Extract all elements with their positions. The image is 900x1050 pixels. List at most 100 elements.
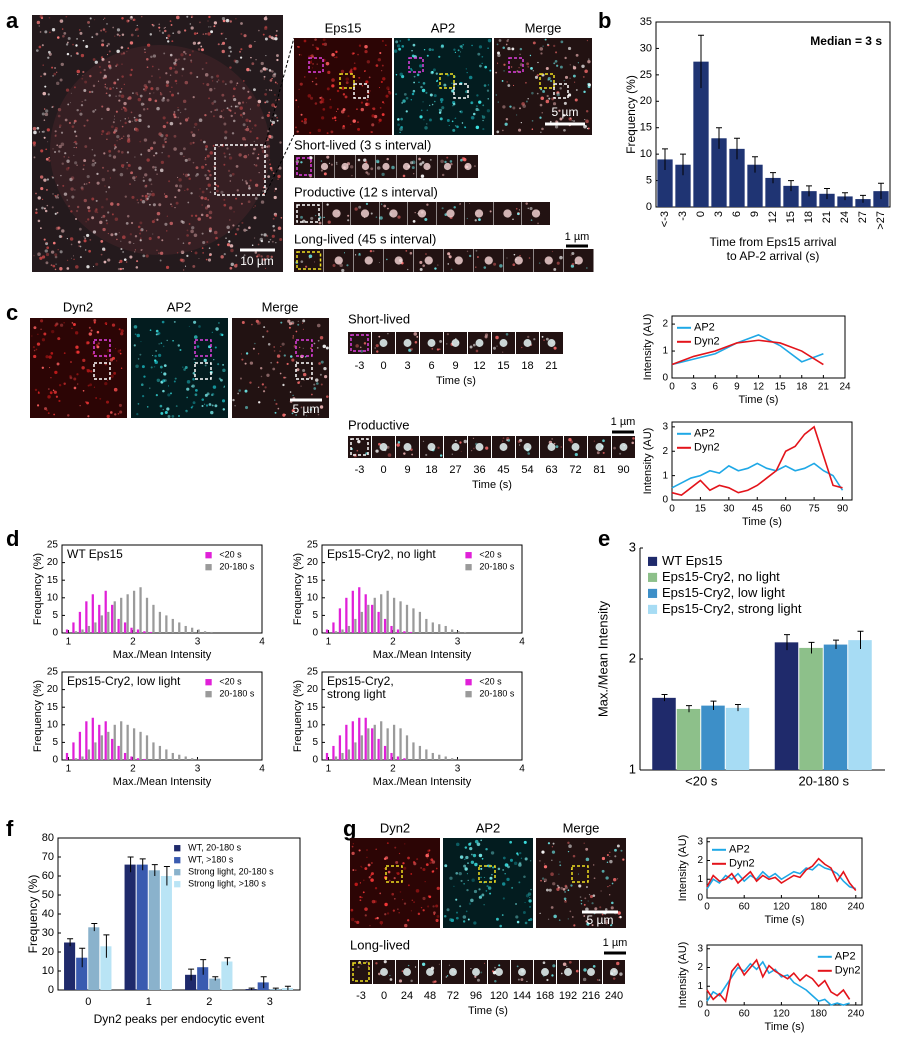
spot xyxy=(113,387,118,392)
spot xyxy=(300,406,303,409)
spot xyxy=(412,220,416,223)
spot xyxy=(497,867,501,871)
spot xyxy=(394,846,397,849)
spot xyxy=(583,968,587,972)
spot xyxy=(245,182,249,185)
spot xyxy=(148,203,151,206)
spot xyxy=(569,117,572,119)
spot xyxy=(184,158,188,162)
spot xyxy=(219,115,223,119)
x-axis-label: to AP-2 arrival (s) xyxy=(727,249,820,263)
spot xyxy=(350,908,354,912)
error-bar xyxy=(734,137,740,160)
spot xyxy=(238,153,242,157)
spot xyxy=(193,32,197,35)
spot xyxy=(228,206,233,210)
spot xyxy=(71,195,75,199)
spot xyxy=(228,153,231,156)
zoom-line xyxy=(264,37,295,146)
roi-box xyxy=(539,73,555,89)
spot xyxy=(591,902,594,905)
spot xyxy=(258,172,260,174)
spot xyxy=(272,172,275,175)
spot xyxy=(516,920,520,924)
spot xyxy=(206,240,209,243)
spot xyxy=(53,150,57,154)
x-tick-label: 60 xyxy=(780,504,792,515)
spot xyxy=(601,856,606,861)
spot xyxy=(193,233,198,238)
spot xyxy=(570,884,573,887)
x-tick-label: >27 xyxy=(875,211,887,230)
spot xyxy=(169,121,174,126)
spot xyxy=(545,99,550,104)
time-label: 96 xyxy=(470,990,482,1002)
spot xyxy=(551,438,553,440)
spot xyxy=(619,452,622,455)
x-axis-label: Time from Eps15 arrival xyxy=(710,235,837,249)
bar xyxy=(358,717,361,760)
time-label: -3 xyxy=(355,464,365,476)
spot xyxy=(426,109,429,112)
spot xyxy=(364,256,373,265)
bar xyxy=(130,756,133,760)
spot xyxy=(126,134,130,138)
spot xyxy=(105,198,109,201)
spot xyxy=(472,853,477,858)
spot xyxy=(370,212,373,215)
spot xyxy=(514,256,523,265)
spot xyxy=(99,71,102,74)
spot xyxy=(107,42,110,46)
spot xyxy=(140,102,144,106)
spot xyxy=(91,90,94,93)
spot xyxy=(121,63,123,65)
spot xyxy=(220,110,223,112)
spot xyxy=(326,155,330,159)
x-tick-label: 20-180 s xyxy=(798,773,849,788)
spot xyxy=(462,915,467,919)
spot xyxy=(130,171,134,175)
spot xyxy=(266,113,270,118)
bar xyxy=(837,196,853,207)
spot xyxy=(68,121,72,125)
spot xyxy=(120,164,125,168)
spot xyxy=(147,195,150,198)
spot xyxy=(59,323,64,327)
spot xyxy=(404,843,406,845)
legend-swatch xyxy=(174,881,181,888)
bar xyxy=(120,597,123,633)
spot xyxy=(252,153,254,155)
spot xyxy=(474,975,477,978)
spot xyxy=(572,854,576,858)
spot xyxy=(46,189,48,191)
spot xyxy=(161,239,164,242)
spot xyxy=(123,101,127,106)
spot xyxy=(71,327,73,330)
spot xyxy=(365,202,369,206)
spot xyxy=(87,384,90,387)
bar xyxy=(396,756,400,760)
y-tick-label: 1 xyxy=(629,761,636,776)
spot xyxy=(436,886,440,890)
spot xyxy=(62,34,65,38)
spot xyxy=(118,328,121,331)
spot xyxy=(108,94,111,97)
spot xyxy=(264,93,267,96)
spot xyxy=(87,218,90,221)
spot xyxy=(326,87,330,91)
spot xyxy=(71,125,75,128)
spot xyxy=(370,872,374,876)
spot xyxy=(146,406,149,408)
spot xyxy=(115,110,118,113)
spot xyxy=(475,443,484,451)
bar xyxy=(371,604,374,633)
spot xyxy=(208,403,212,406)
spot xyxy=(68,156,70,158)
spot xyxy=(248,186,251,190)
spot xyxy=(446,333,449,336)
spot xyxy=(166,121,169,124)
spot xyxy=(503,209,512,218)
spot xyxy=(241,116,244,118)
spot xyxy=(86,175,90,179)
spot xyxy=(613,877,617,882)
